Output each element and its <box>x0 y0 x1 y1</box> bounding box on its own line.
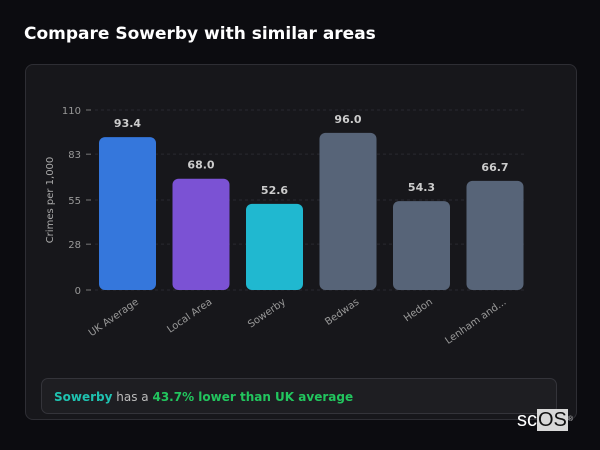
summary-result: 43.7% lower than UK average <box>152 390 354 404</box>
y-tick-label: 83 <box>68 150 81 161</box>
summary-text: has a <box>112 390 153 404</box>
logo-text-box: OS <box>537 409 568 431</box>
data-label: 52.6 <box>261 184 288 197</box>
y-tick-label: 55 <box>68 196 81 207</box>
x-tick-label: UK Average <box>87 297 141 339</box>
x-tick-label: Local Area <box>165 297 214 336</box>
data-label: 68.0 <box>187 159 214 172</box>
x-tick-label: Lenham and... <box>443 297 508 347</box>
bar-5 <box>466 180 524 290</box>
bar-3 <box>319 132 377 290</box>
y-tick-label: 28 <box>68 240 81 251</box>
data-label: 66.7 <box>481 161 508 174</box>
bar-4 <box>393 201 450 290</box>
summary-banner: Sowerby has a 43.7% lower than UK averag… <box>41 378 557 414</box>
x-tick-label: Hedon <box>402 297 435 325</box>
scos-logo: scOS® <box>517 409 574 431</box>
summary-area: Sowerby <box>54 390 113 404</box>
y-tick-label: 110 <box>62 106 81 117</box>
page-title: Compare Sowerby with similar areas <box>24 24 376 44</box>
data-label: 96.0 <box>334 113 361 126</box>
data-label: 93.4 <box>114 117 141 130</box>
y-tick-label: 0 <box>75 286 81 297</box>
data-label: 54.3 <box>408 181 435 194</box>
y-axis-label: Crimes per 1,000 <box>45 157 56 244</box>
bar-0 <box>99 137 156 290</box>
x-tick-label: Sowerby <box>246 297 288 331</box>
x-tick-label: Bedwas <box>323 297 361 328</box>
bar-1 <box>172 178 230 290</box>
logo-text: sc <box>517 409 537 431</box>
bar-2 <box>246 203 303 290</box>
logo-registered: ® <box>567 416 574 423</box>
